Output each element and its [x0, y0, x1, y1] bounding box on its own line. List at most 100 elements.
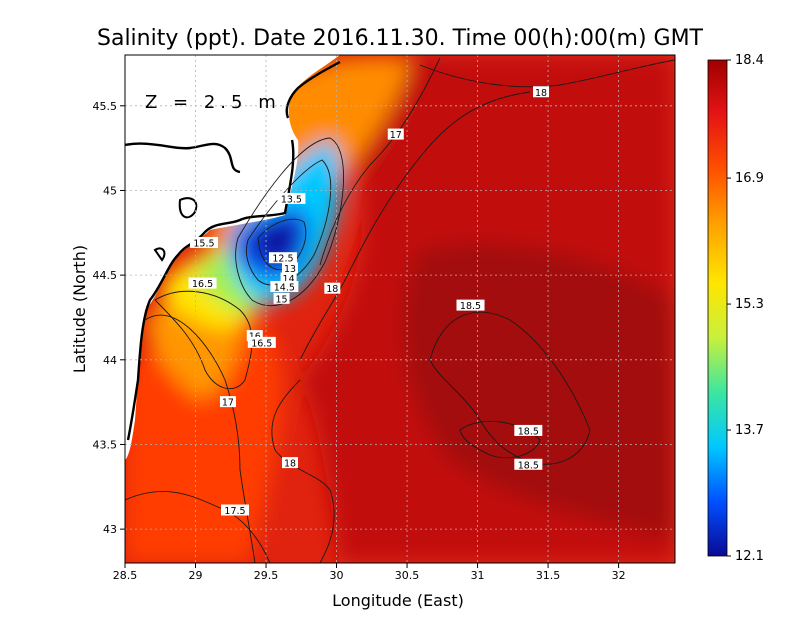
contour-label-box	[456, 299, 485, 311]
contour-label-box	[514, 424, 543, 436]
contour-16-5	[154, 290, 253, 390]
y-axis-ticks: 43 43.5 44 44.5 45 45.5	[93, 100, 125, 536]
contour-label-text: 13	[284, 264, 296, 275]
depth-annotation: Z = 2.5 m	[145, 92, 281, 113]
contour-label-text: 18.5	[518, 426, 539, 437]
field-darkest-red	[403, 243, 675, 540]
contour-18-5-east	[429, 311, 591, 465]
contour-label-box	[282, 457, 298, 469]
field-orange-red	[125, 314, 283, 563]
contour-label-text: 18	[535, 88, 547, 99]
y-axis-label: Latitude (North)	[70, 245, 89, 373]
grid-lines	[125, 55, 675, 563]
contour-18-south	[271, 379, 335, 563]
contour-label: 13	[282, 262, 298, 275]
contour-label: 18.5	[514, 458, 543, 471]
contour-label-box	[219, 396, 236, 408]
x-tick-label: 31	[471, 569, 485, 582]
contour-label: 15	[273, 292, 290, 305]
contour-label: 14	[280, 272, 297, 285]
y-tick-label: 44	[103, 354, 117, 367]
contour-label-box	[268, 252, 297, 264]
colorbar-tick-label: 12.1	[735, 549, 764, 564]
coastline	[125, 60, 341, 441]
contour-label-text: 18.5	[460, 301, 481, 312]
contour-label: 18	[282, 457, 298, 470]
x-tick-label: 30	[330, 569, 344, 582]
contour-label-text: 17	[390, 130, 402, 141]
x-axis-ticks: 28.5 29 29.5 30 30.5 31 31.5 32	[113, 563, 626, 582]
contour-label-text: 15	[275, 294, 287, 305]
colorbar-tick-label: 16.9	[735, 171, 764, 186]
contour-label-text: 16.5	[251, 338, 272, 349]
contour-label-text: 16.5	[192, 279, 213, 290]
contour-label-box	[277, 192, 306, 204]
contour-18-coast	[299, 91, 531, 361]
contour-label-box	[533, 86, 550, 98]
x-axis-label: Longitude (East)	[332, 591, 464, 610]
contour-label: 15.5	[189, 236, 218, 249]
contour-label-text: 18	[284, 459, 296, 470]
colorbar	[707, 59, 728, 557]
contour-label: 18.5	[514, 424, 543, 437]
contour-label-box	[273, 292, 290, 304]
contour-label-text: 17.5	[224, 506, 245, 517]
contour-label: 13.5	[277, 192, 306, 205]
land-mass	[125, 55, 340, 460]
contour-plume-mid	[246, 159, 332, 286]
contour-label: 12.5	[268, 252, 297, 265]
x-tick-label: 32	[612, 569, 626, 582]
contour-label-text: 17	[222, 398, 234, 409]
contour-label-text: 12.5	[272, 254, 293, 265]
contour-label: 16.5	[188, 277, 217, 290]
contour-labels: 181713.515.512.5131416.514.5181518.51616…	[188, 86, 550, 517]
x-tick-label: 30.5	[395, 569, 420, 582]
y-tick-label: 45	[103, 184, 117, 197]
contour-label-box	[282, 262, 298, 274]
plot-area	[125, 55, 675, 563]
contour-plume-outer	[235, 137, 345, 307]
y-tick-label: 43	[103, 523, 117, 536]
colorbar-ticks: 18.4 16.9 15.3 13.7 12.1	[727, 53, 764, 564]
contour-label-box	[324, 282, 341, 294]
contour-17-north	[319, 57, 441, 266]
colorbar-tick-label: 13.7	[735, 423, 764, 438]
contour-label-box	[246, 330, 263, 342]
contour-label: 17.5	[221, 504, 249, 517]
x-tick-label: 29.5	[254, 569, 279, 582]
contour-label: 17	[387, 128, 404, 141]
x-tick-label: 28.5	[113, 569, 138, 582]
contour-label: 14.5	[270, 280, 299, 293]
contour-label-box	[514, 458, 543, 470]
contour-label: 18	[533, 86, 550, 99]
chart-title: Salinity (ppt). Date 2016.11.30. Time 00…	[97, 26, 704, 51]
contour-18-north	[419, 59, 675, 88]
colorbar-tick-label: 15.3	[735, 297, 764, 312]
x-tick-label: 31.5	[536, 569, 561, 582]
contour-label: 18	[324, 282, 341, 295]
y-tick-label: 45.5	[93, 100, 118, 113]
contour-label-box	[270, 280, 299, 292]
contour-lines	[125, 57, 675, 563]
contour-label-box	[247, 336, 276, 348]
contour-label-box	[188, 277, 217, 289]
y-tick-label: 43.5	[93, 438, 118, 451]
contour-label: 18.5	[456, 299, 485, 312]
colorbar-tick-label: 18.4	[735, 53, 764, 68]
contour-label-box	[387, 128, 404, 140]
contour-label-text: 14.5	[274, 282, 295, 293]
contour-label: 16.5	[247, 336, 276, 349]
contour-plume-inner	[257, 218, 307, 270]
contour-label-text: 18.5	[518, 460, 539, 471]
contour-label-box	[280, 272, 297, 284]
contour-label-text: 13.5	[281, 194, 302, 205]
contour-label-text: 14	[283, 274, 295, 285]
plot-frame	[124, 54, 676, 564]
y-tick-label: 44.5	[93, 269, 118, 282]
contour-label-box	[189, 236, 218, 248]
contour-label-text: 15.5	[193, 238, 214, 249]
coastline-lagoon	[153, 197, 198, 262]
x-tick-label: 29	[189, 569, 203, 582]
contour-label-box	[221, 504, 249, 516]
